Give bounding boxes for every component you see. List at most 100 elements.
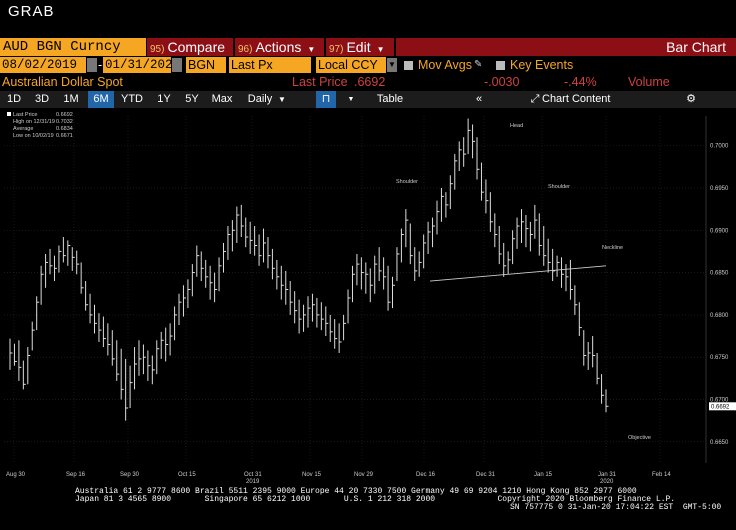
pencil-icon[interactable]: ✎ xyxy=(474,59,483,70)
range-1m[interactable]: 1M xyxy=(63,93,79,105)
currency-dropdown-icon[interactable]: ▼ xyxy=(387,58,397,72)
y-tick-label: 0.6800 xyxy=(710,313,729,319)
legend-average-value: 0.6834 xyxy=(56,126,73,132)
actions-chevron-icon: ▼ xyxy=(307,45,316,54)
source-field[interactable]: BGN xyxy=(186,57,226,73)
y-tick-label: 0.6750 xyxy=(710,355,729,361)
y-tick-label: 0.6700 xyxy=(710,398,729,404)
legend-last-label: Last Price xyxy=(13,112,37,118)
x-tick-label: Feb 14 xyxy=(652,472,671,478)
footer-line-3: SN 757775 0 31-Jan-20 17:04:22 EST GMT-5… xyxy=(510,503,722,512)
footer-line-1: Australia 61 2 9777 8600 Brazil 5511 239… xyxy=(75,487,637,496)
start-date-input[interactable]: 08/02/2019 xyxy=(0,57,86,73)
x-tick-label: Aug 30 xyxy=(6,472,26,478)
chart-type-chevron-icon[interactable]: ▼ xyxy=(347,96,355,103)
x-tick-label: Sep 16 xyxy=(66,472,86,478)
last-price-value: .6692 xyxy=(354,75,386,89)
x-tick-label: Dec 31 xyxy=(476,472,496,478)
end-date-input[interactable]: 01/31/2020 xyxy=(103,57,181,73)
edit-chevron-icon: ▼ xyxy=(376,45,385,54)
actions-button[interactable]: 96) Actions ▼ xyxy=(235,38,324,56)
legend-average-label: Average xyxy=(13,126,33,132)
security-name: Australian Dollar Spot xyxy=(2,75,123,89)
x-tick-label: Dec 16 xyxy=(416,472,436,478)
y-axis: 0.6650 0.6700 0.6750 0.6800 0.6850 0.6900 0.69… xyxy=(705,116,736,463)
y-tick-label: 0.6850 xyxy=(710,271,729,277)
legend-low-label: Low on 10/02/19 xyxy=(13,133,54,139)
x-tick-label: Jan 15 xyxy=(534,472,553,478)
mov-avgs-checkbox[interactable] xyxy=(404,61,413,70)
legend-last-value: 0.6692 xyxy=(56,112,73,118)
price-chart[interactable]: 0.6650 0.6700 0.6750 0.6800 0.6850 0.6900 0.69… xyxy=(0,108,736,483)
legend-last-swatch xyxy=(7,112,11,116)
chart-toolbar xyxy=(0,91,736,108)
compare-num: 95) xyxy=(150,44,165,55)
range-5y[interactable]: 5Y xyxy=(185,93,199,105)
chart-legend: Last Price 0.6692 High on 12/31/19 0.703… xyxy=(7,112,73,139)
range-3d[interactable]: 3D xyxy=(34,93,50,105)
x-year-label: 2020 xyxy=(600,479,614,483)
ticker-field[interactable]: AUD BGN Curncy xyxy=(0,38,146,56)
calendar-icon[interactable] xyxy=(87,58,97,72)
chart-content-icon[interactable]: ⤢ xyxy=(530,93,540,105)
chart-grid xyxy=(4,116,706,463)
chart-type-icon[interactable]: ⊓ xyxy=(316,91,336,108)
last-price-label: Last Price xyxy=(292,75,348,89)
edit-label: Edit xyxy=(346,39,371,55)
gear-icon[interactable]: ⚙ xyxy=(686,93,696,105)
view-title: Bar Chart xyxy=(396,38,736,56)
window-title: GRAB xyxy=(8,3,55,20)
annotation-label: Objective xyxy=(628,435,651,441)
currency-selector[interactable]: Local CCY xyxy=(316,57,386,73)
frequency-chevron-icon[interactable]: ▼ xyxy=(278,95,286,104)
change-value: -.0030 xyxy=(484,75,520,89)
legend-high-label: High on 12/31/19 xyxy=(13,119,55,125)
field-selector[interactable]: Last Px xyxy=(229,57,311,73)
last-price-tag-label: 0.6692 xyxy=(711,404,730,410)
last-price-tag xyxy=(709,402,736,411)
neckline xyxy=(429,265,607,282)
ohlc-bars xyxy=(9,118,609,421)
actions-label: Actions xyxy=(255,39,302,55)
calendar-icon-end[interactable] xyxy=(172,58,182,72)
range-max[interactable]: Max xyxy=(211,93,233,105)
range-1d[interactable]: 1D xyxy=(6,93,22,105)
mov-avgs-label[interactable]: Mov Avgs xyxy=(418,58,472,72)
y-tick-label: 0.7000 xyxy=(710,144,729,150)
range-6m[interactable]: 6M xyxy=(88,91,114,108)
neckline-group xyxy=(429,265,607,282)
annotation-label: Shoulder xyxy=(548,184,570,190)
legend-high-value: 0.7032 xyxy=(56,119,73,125)
compare-label: Compare xyxy=(167,39,226,55)
volume-label: Volume xyxy=(628,75,670,89)
table-button[interactable]: Table xyxy=(376,93,404,105)
annotation-label: Neckline xyxy=(602,245,623,251)
x-axis: Aug 30 Sep 16 Sep 30 Oct 15 Oct 31 Nov 15 Nov … xyxy=(6,472,671,483)
x-tick-label: Nov 29 xyxy=(354,472,374,478)
title-bar: GRAB xyxy=(0,0,736,36)
date-separator: - xyxy=(98,58,103,72)
range-ytd[interactable]: YTD xyxy=(121,93,143,105)
y-tick-label: 0.6650 xyxy=(710,440,729,446)
edit-num: 97) xyxy=(329,44,344,55)
x-year-label: 2019 xyxy=(246,479,260,483)
annotations: Head Shoulder Shoulder Neckline Objective xyxy=(396,123,651,441)
x-tick-label: Jan 31 xyxy=(598,472,617,478)
x-tick-label: Oct 15 xyxy=(178,472,196,478)
chart-content-button[interactable]: Chart Content xyxy=(542,93,611,105)
compare-button[interactable]: 95) Compare xyxy=(147,38,233,56)
annotation-label: Shoulder xyxy=(396,179,418,185)
legend-low-value: 0.6671 xyxy=(56,133,73,139)
y-tick-label: 0.6900 xyxy=(710,228,729,234)
collapse-icon[interactable]: « xyxy=(475,93,483,105)
key-events-label[interactable]: Key Events xyxy=(510,58,574,72)
frequency-selector[interactable]: Daily xyxy=(247,93,273,105)
annotation-label: Head xyxy=(510,123,523,129)
x-tick-label: Sep 30 xyxy=(120,472,140,478)
actions-num: 96) xyxy=(238,44,253,55)
key-events-checkbox[interactable] xyxy=(496,61,505,70)
edit-button[interactable]: 97) Edit ▼ xyxy=(326,38,394,56)
range-1y[interactable]: 1Y xyxy=(157,93,171,105)
x-tick-label: Nov 15 xyxy=(302,472,322,478)
change-pct-value: -.44% xyxy=(564,75,597,89)
